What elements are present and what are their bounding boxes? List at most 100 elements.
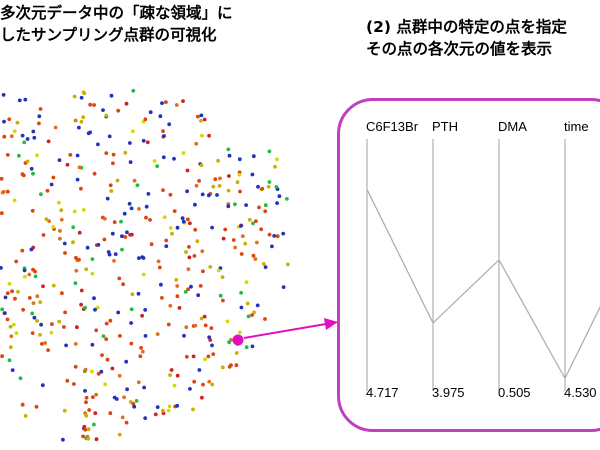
sample-point [155, 164, 160, 168]
sample-point [17, 153, 21, 158]
sample-point [207, 379, 212, 384]
sample-point [227, 340, 232, 345]
sample-point [169, 368, 174, 372]
sample-point [104, 337, 109, 341]
sample-point [25, 159, 30, 164]
sample-point [50, 322, 54, 326]
sample-point [65, 378, 70, 383]
sample-point [175, 403, 180, 408]
axis-value-label: 4.717 [366, 385, 399, 400]
sample-point [37, 121, 41, 126]
sample-point [184, 325, 189, 330]
sample-point [108, 411, 113, 416]
sample-point [30, 311, 35, 316]
sample-point [20, 402, 25, 407]
sample-point [146, 192, 151, 196]
sample-point [105, 196, 110, 201]
sample-point [94, 392, 99, 397]
sample-point [256, 184, 260, 189]
sample-point [198, 284, 203, 288]
sample-point [244, 203, 249, 208]
sample-point [30, 331, 35, 335]
sample-point [195, 239, 200, 244]
sample-point [53, 125, 58, 130]
sample-point [108, 318, 113, 323]
sample-point [251, 154, 256, 159]
sample-point [166, 408, 171, 413]
scatter-plot [0, 88, 290, 442]
sample-point [71, 225, 76, 230]
sample-point [5, 189, 10, 194]
sample-point [182, 333, 186, 338]
sample-point [184, 354, 189, 359]
sample-point [239, 252, 244, 256]
sample-point [1, 93, 6, 97]
sample-point [153, 412, 158, 417]
sample-point [83, 367, 88, 372]
sample-point [79, 95, 84, 100]
sample-point [208, 265, 213, 269]
sample-point [202, 117, 207, 122]
sample-point [164, 238, 169, 243]
sample-point [132, 178, 137, 183]
sample-point [218, 176, 222, 181]
sample-point [41, 284, 45, 289]
sample-point [20, 133, 25, 138]
sample-point [161, 155, 166, 160]
sample-point [75, 325, 79, 330]
sample-point [251, 221, 255, 226]
sample-point [60, 291, 64, 296]
sample-point [99, 369, 104, 374]
sample-point [91, 395, 95, 399]
sample-point [199, 316, 204, 321]
sample-point [35, 153, 39, 158]
sample-point [17, 98, 22, 103]
sample-point [231, 238, 236, 242]
sample-point [12, 129, 17, 134]
sample-point [142, 385, 147, 390]
sample-point [208, 338, 213, 342]
sample-point [143, 117, 148, 122]
sample-point [38, 333, 42, 337]
pointer-arrow-head [324, 318, 338, 330]
sample-point [218, 293, 223, 298]
sample-point [129, 206, 134, 211]
sample-point [90, 257, 95, 261]
sample-point [134, 399, 139, 403]
sample-point [193, 227, 198, 232]
sample-point [117, 276, 122, 281]
sample-point [35, 319, 39, 323]
sample-point [110, 231, 115, 236]
sample-point [88, 130, 92, 135]
sample-point [96, 243, 101, 247]
sample-point [162, 215, 167, 220]
sample-point [102, 216, 107, 221]
sample-point [194, 183, 199, 188]
sample-point [107, 252, 112, 257]
sample-point [234, 363, 239, 368]
sample-point [203, 323, 208, 328]
sample-point [243, 241, 248, 246]
sample-point [263, 203, 268, 208]
sample-point [83, 427, 88, 432]
sample-point [75, 153, 80, 158]
sample-point [73, 118, 78, 123]
sample-point [138, 354, 143, 359]
sample-point [130, 232, 134, 237]
sample-point [244, 280, 249, 285]
sample-point [263, 209, 268, 214]
sample-point [0, 211, 4, 216]
sample-point [79, 288, 84, 293]
sample-point [167, 122, 172, 127]
sample-point [267, 180, 272, 184]
sample-point [272, 234, 277, 238]
sample-point [25, 137, 30, 141]
sample-point [15, 120, 20, 125]
sample-point [29, 166, 34, 171]
sample-point [235, 180, 240, 185]
sample-point [192, 254, 197, 258]
sample-point [1, 189, 6, 194]
sample-point [227, 174, 231, 178]
sample-point [186, 287, 191, 292]
sample-point [257, 205, 261, 210]
